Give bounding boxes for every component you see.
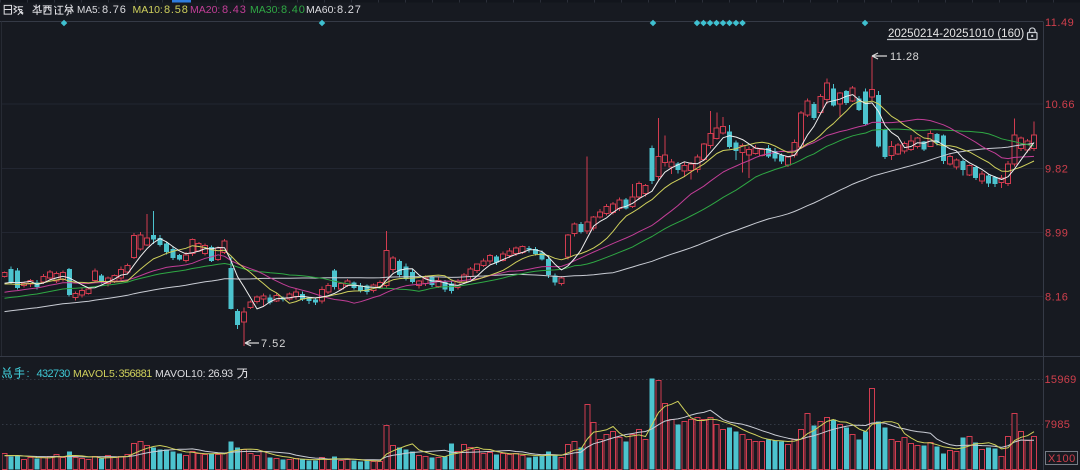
svg-text:11.28: 11.28 (890, 51, 919, 63)
svg-text:8.58: 8.58 (164, 4, 189, 16)
svg-text:8.27: 8.27 (337, 4, 362, 16)
svg-text:356881: 356881 (119, 368, 153, 380)
svg-text:MAVOL5:: MAVOL5: (73, 368, 118, 380)
svg-text:10.66: 10.66 (1045, 99, 1075, 111)
svg-text:26.93: 26.93 (208, 368, 233, 380)
svg-text:8.76: 8.76 (102, 4, 127, 16)
svg-text:7.52: 7.52 (261, 338, 286, 350)
svg-text::: : (27, 368, 30, 380)
svg-text:432730: 432730 (37, 368, 71, 380)
svg-text:11.49: 11.49 (1045, 17, 1074, 29)
svg-text:MAVOL10:: MAVOL10: (155, 368, 206, 380)
svg-text:MA60:: MA60: (306, 4, 336, 16)
svg-text:MA30:: MA30: (250, 4, 280, 16)
svg-text:MA5:: MA5: (77, 5, 100, 16)
svg-text:8.40: 8.40 (281, 4, 306, 16)
svg-text:8.99: 8.99 (1045, 228, 1068, 240)
svg-text:8.16: 8.16 (1045, 292, 1068, 304)
svg-text:7985: 7985 (1045, 419, 1071, 431)
svg-text:MA20:: MA20: (190, 4, 220, 16)
svg-text:8.43: 8.43 (222, 4, 247, 16)
svg-text:20250214-20251010 (160): 20250214-20251010 (160) (888, 28, 1024, 40)
svg-text:15969: 15969 (1045, 374, 1077, 386)
svg-text:9.82: 9.82 (1045, 164, 1068, 176)
svg-text:X100: X100 (1048, 453, 1076, 465)
svg-text:MA10:: MA10: (133, 4, 163, 16)
